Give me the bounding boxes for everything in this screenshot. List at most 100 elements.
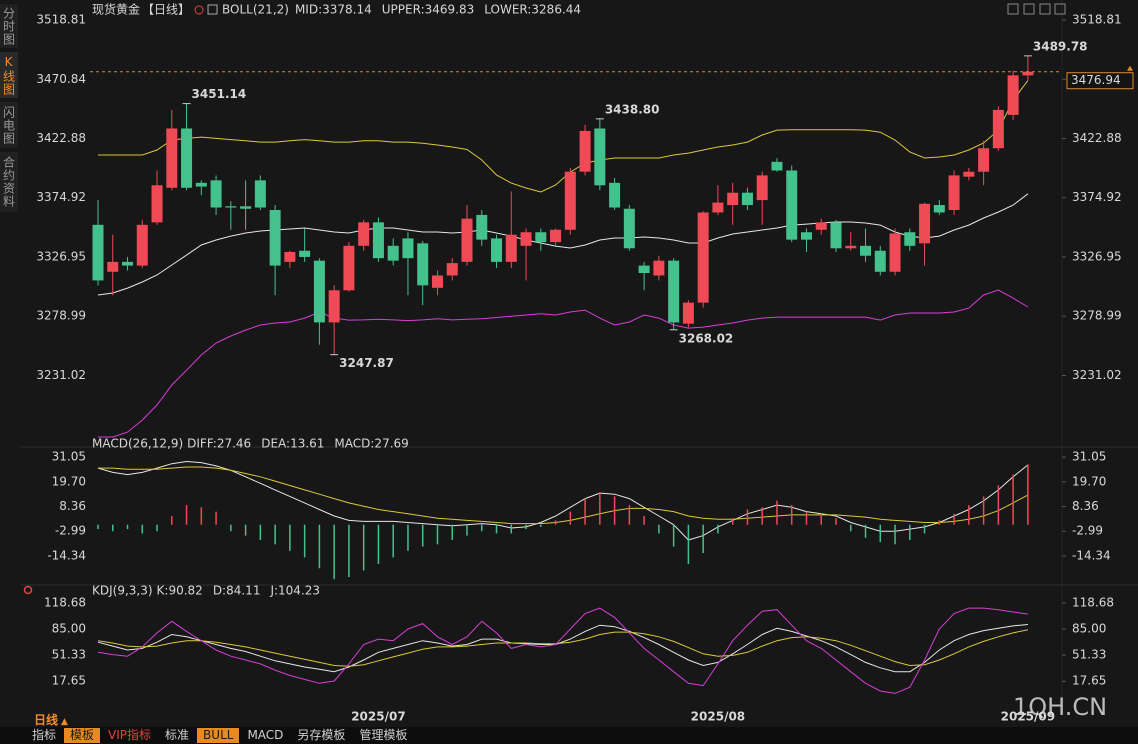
indicator-line (98, 80, 1029, 193)
indicator-line (97, 629, 1029, 667)
candle-body (520, 232, 532, 246)
candle-body (431, 275, 443, 288)
candle-body (889, 233, 901, 272)
toolbar-button[interactable]: 标准 (165, 728, 190, 742)
candle-body (313, 260, 325, 323)
toolbar-button[interactable]: 指标 (32, 728, 57, 742)
indicator-line (98, 466, 1029, 525)
legend-entry: DIFF:27.46 (187, 437, 251, 451)
candle-body (668, 260, 680, 323)
settings-icon[interactable] (23, 585, 33, 595)
candle-body (1007, 75, 1019, 115)
candle-body (948, 175, 960, 210)
y-tick-label: -2.99 (1072, 524, 1103, 538)
candle-body (845, 245, 857, 249)
y-tick-label: 8.36 (59, 499, 86, 513)
icon[interactable] (1023, 3, 1035, 15)
last-price-label: 3476.94 (1071, 73, 1121, 87)
y-tick-label: 3374.92 (1072, 190, 1122, 204)
x-tick-label: 2025/09 (1001, 710, 1055, 724)
last-price-tag (1066, 72, 1134, 90)
candle-body (712, 202, 724, 213)
tab[interactable]: K线图 (0, 52, 18, 98)
candle-body (491, 238, 503, 262)
toolbar-button[interactable]: BULL (197, 728, 240, 743)
candle-body (343, 245, 355, 291)
legend-entry: K:90.82 (157, 584, 203, 598)
candle-body (963, 171, 975, 177)
candle-body (727, 192, 739, 206)
candle-body (786, 170, 798, 240)
window-icons[interactable] (1007, 3, 1066, 15)
indicator-line (97, 607, 1028, 694)
candle-body (579, 130, 591, 172)
tab[interactable]: 合约资料 (0, 152, 18, 212)
candle-body (771, 161, 783, 171)
candle-body (151, 185, 163, 223)
candle-body (800, 232, 812, 240)
candle-body (505, 234, 517, 262)
candle-body (136, 224, 148, 266)
indicator-line (97, 624, 1028, 673)
candle-body (741, 192, 753, 206)
icon[interactable] (1039, 3, 1051, 15)
y-tick-label: 3278.99 (36, 309, 86, 323)
period-label: 日线 (34, 713, 59, 727)
add-icon (194, 5, 204, 15)
toolbar-button[interactable]: 另存模板 (297, 728, 346, 742)
y-tick-label: 3470.84 (36, 72, 86, 86)
extreme-label: 3489.78 (1033, 39, 1088, 53)
y-tick-label: 3374.92 (36, 190, 86, 204)
candle-body (874, 250, 886, 272)
icon[interactable] (1007, 3, 1019, 15)
x-tick-label: 2025/08 (691, 710, 745, 724)
y-tick-label: 118.68 (44, 595, 86, 609)
period-selector[interactable]: 日线 ▲ (34, 711, 68, 728)
candle-body (269, 209, 281, 266)
candle-body (756, 175, 768, 201)
y-tick-label: 3518.81 (36, 13, 86, 27)
y-tick-label: 85.00 (52, 622, 86, 636)
tab[interactable]: 分时图 (0, 4, 18, 48)
candle-body (299, 250, 311, 257)
candle-body (933, 205, 945, 213)
y-tick-label: 19.70 (1072, 474, 1106, 488)
icon[interactable] (1054, 3, 1066, 15)
legend-entry: D:84.11 (213, 584, 261, 598)
y-tick-label: 31.05 (1072, 450, 1106, 464)
panel-title: KDJ(9,3,3) (92, 584, 153, 598)
candle-body (815, 222, 827, 230)
toolbar-button[interactable]: 模板 (64, 728, 101, 743)
indicator-line (97, 460, 1029, 541)
y-tick-label: 3326.95 (36, 249, 86, 263)
y-tick-label: 85.00 (1072, 622, 1106, 636)
indicator-name: BOLL(21,2) (222, 3, 289, 17)
legend-entry: DEA:13.61 (261, 437, 324, 451)
indicator-line (97, 193, 1029, 296)
candle-body (476, 214, 488, 240)
candle-body (328, 290, 340, 323)
y-tick-label: 3422.88 (36, 131, 86, 145)
y-tick-label: 51.33 (52, 648, 86, 662)
candle-body (638, 265, 650, 273)
candle-body (609, 182, 621, 208)
legend-entry: UPPER:3469.83 (382, 3, 474, 17)
toolbar-button[interactable]: MACD (247, 728, 284, 742)
panel-title: MACD(26,12,9) (92, 437, 183, 451)
candle-body (372, 222, 384, 259)
extreme-label: 3451.14 (192, 87, 247, 101)
toolbar-button[interactable]: VIP指标 (108, 728, 152, 742)
tab[interactable]: 闪电图 (0, 102, 18, 148)
y-tick-label: 51.33 (1072, 648, 1106, 662)
candle-body (358, 222, 370, 246)
y-tick-label: 17.65 (1072, 674, 1106, 688)
candle-body (240, 206, 252, 209)
y-tick-label: 8.36 (1072, 499, 1099, 513)
y-tick-label: 3231.02 (1072, 368, 1122, 382)
candle-body (550, 229, 562, 243)
candle-body (402, 238, 414, 259)
toolbar-button[interactable]: 管理模板 (359, 728, 408, 742)
candle-body (860, 245, 872, 256)
